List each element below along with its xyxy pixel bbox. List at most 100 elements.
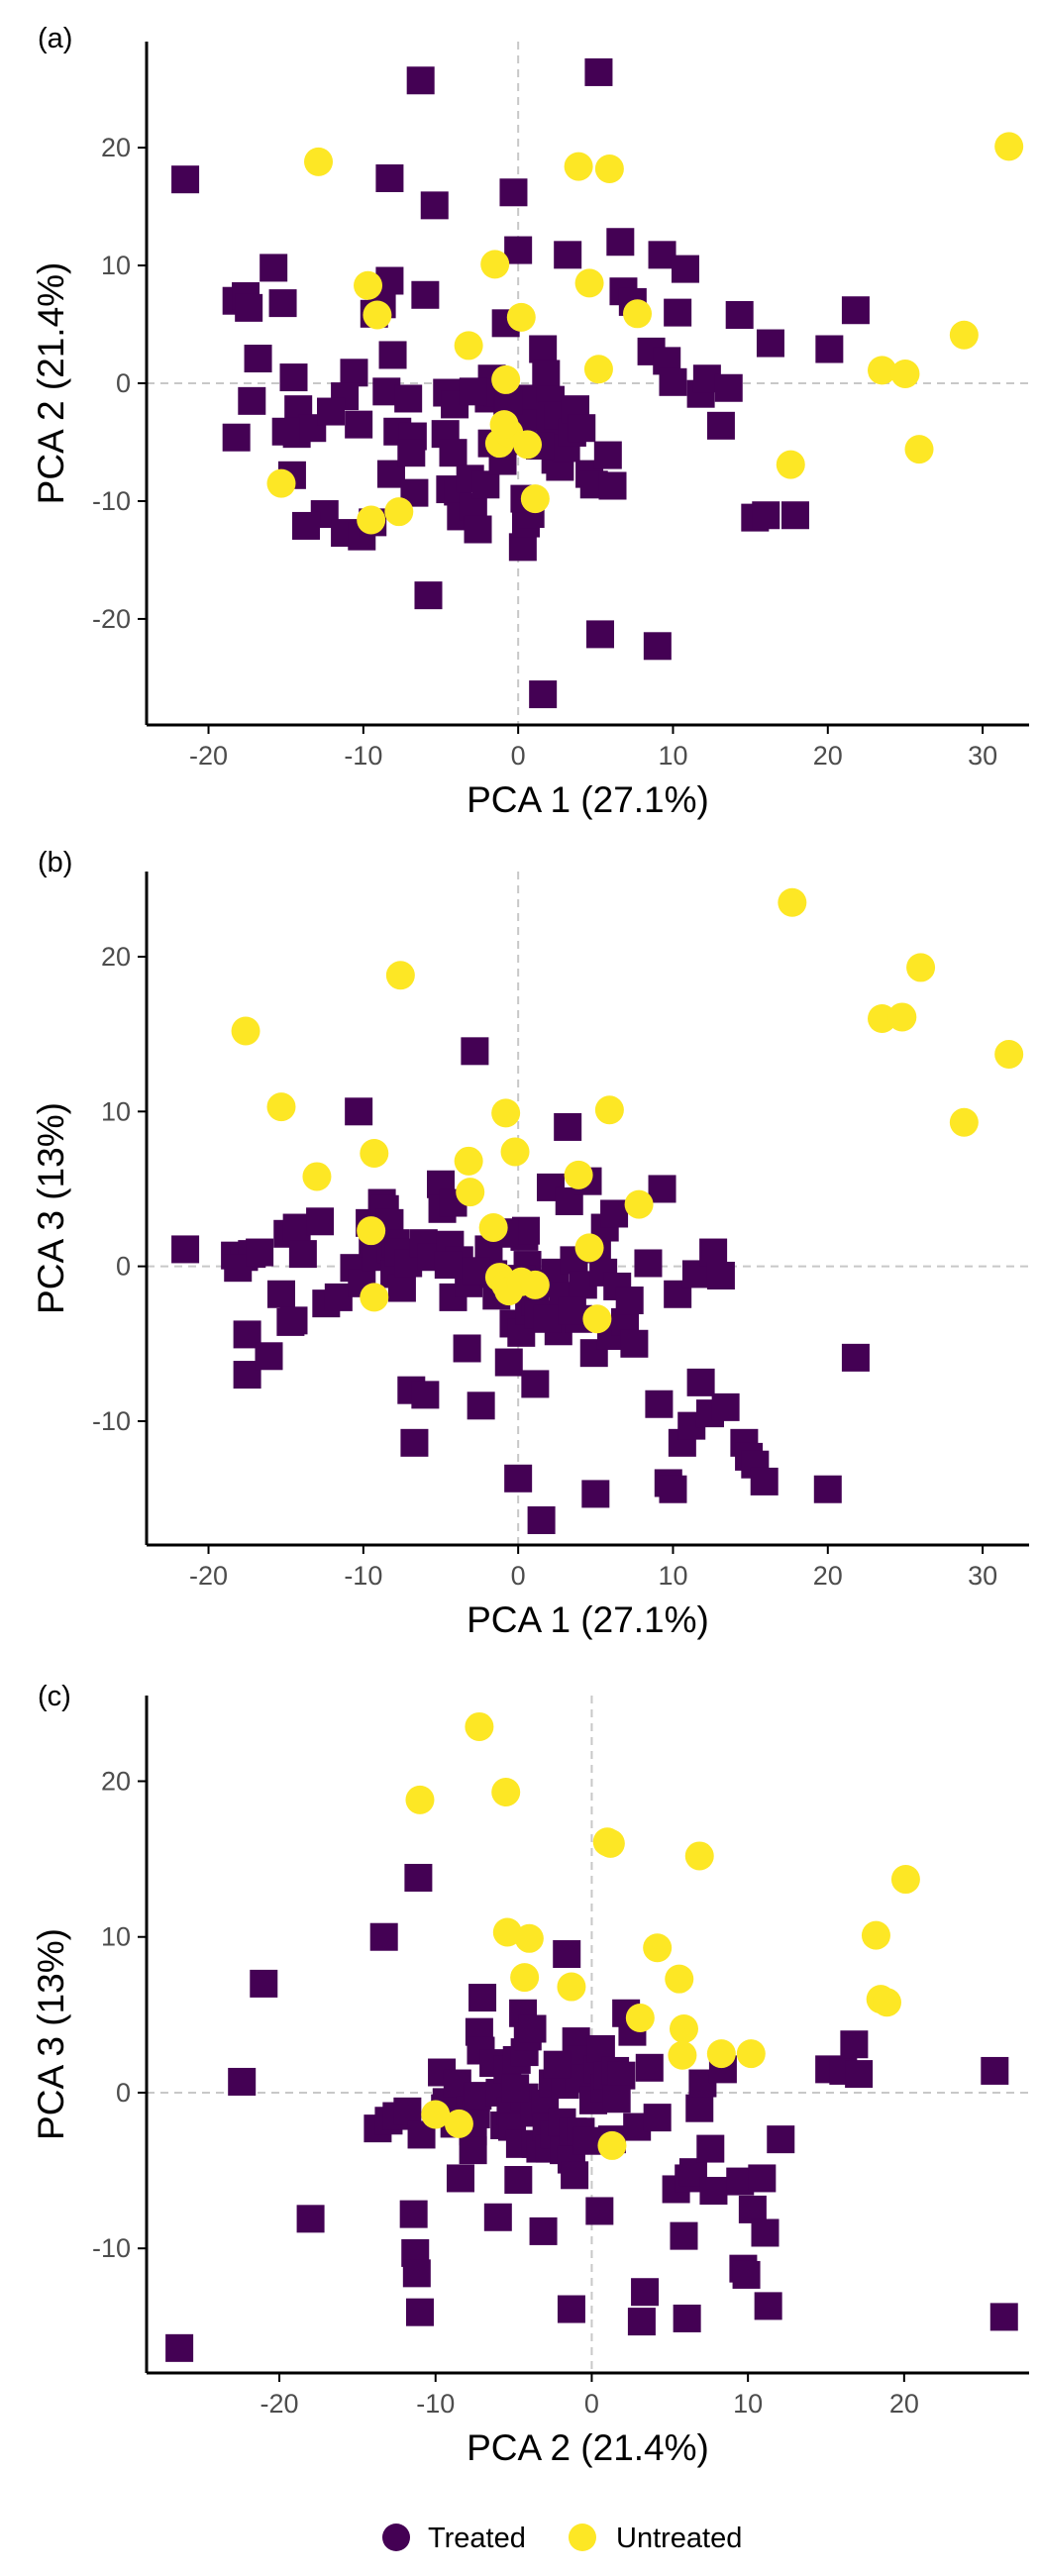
data-point-untreated xyxy=(444,2109,473,2138)
x-axis-title: PCA 1 (27.1%) xyxy=(467,779,709,820)
data-point-untreated xyxy=(266,468,296,498)
x-tick-label: 10 xyxy=(658,741,687,771)
panel-b: (b) -20 -10 0 10 20 30 -10 0 10 20 PCA 1 (27.1%) PCA… xyxy=(31,847,1029,1640)
data-point-treated xyxy=(393,2097,422,2125)
data-point-treated xyxy=(643,632,672,661)
y-tick-label: 0 xyxy=(116,2078,131,2108)
data-point-untreated xyxy=(465,1711,494,1741)
data-point-untreated xyxy=(491,1777,521,1806)
legend-marker-untreated xyxy=(569,2524,596,2551)
y-tick-label: -10 xyxy=(92,486,131,516)
data-point-treated xyxy=(268,289,297,318)
data-point-treated xyxy=(627,2308,656,2336)
data-point-treated xyxy=(439,439,468,467)
data-point-treated xyxy=(378,341,407,369)
data-point-treated xyxy=(586,620,615,649)
data-point-treated xyxy=(406,66,435,95)
data-point-treated xyxy=(499,178,528,207)
data-point-untreated xyxy=(454,331,483,361)
data-point-treated xyxy=(529,680,558,709)
data-point-untreated xyxy=(304,147,334,176)
data-point-treated xyxy=(504,1464,533,1493)
panel-c: (c) -20 -10 0 10 20 -10 0 10 20 PCA 2 (21.4%) PCA 3… xyxy=(31,1681,1029,2468)
data-point-treated xyxy=(750,1467,779,1495)
data-point-treated xyxy=(446,2164,474,2193)
data-point-treated xyxy=(752,501,780,530)
data-point-treated xyxy=(840,2030,869,2059)
data-point-treated xyxy=(228,2067,257,2096)
y-tick-label: 10 xyxy=(101,1096,131,1126)
data-point-untreated xyxy=(595,1828,625,1858)
data-point-treated xyxy=(568,414,596,443)
data-point-treated xyxy=(748,2164,777,2193)
data-point-treated xyxy=(600,1199,629,1228)
data-point-untreated xyxy=(384,497,414,527)
x-tick-label: -10 xyxy=(416,2389,455,2419)
data-point-treated xyxy=(494,1348,523,1377)
data-point-treated xyxy=(981,2056,1009,2085)
data-point-treated xyxy=(593,441,622,469)
data-point-treated xyxy=(751,2218,779,2247)
legend-label-treated: Treated xyxy=(428,2523,526,2554)
data-point-untreated xyxy=(776,450,805,479)
data-point-treated xyxy=(543,2050,571,2079)
x-tick-label: 0 xyxy=(584,2389,599,2419)
data-point-treated xyxy=(581,1480,610,1508)
series-treated xyxy=(165,1863,1018,2362)
data-point-untreated xyxy=(302,1162,332,1191)
y-axis-title: PCA 3 (13%) xyxy=(31,1928,71,2140)
y-tick-label: 20 xyxy=(101,133,131,162)
data-point-untreated xyxy=(557,1972,586,2002)
data-point-untreated xyxy=(491,1098,521,1128)
series-treated xyxy=(171,57,870,709)
data-point-treated xyxy=(317,397,346,426)
y-tick-label: -10 xyxy=(92,2233,131,2263)
data-point-treated xyxy=(266,1280,295,1308)
data-point-untreated xyxy=(706,2039,736,2069)
data-point-untreated xyxy=(360,1283,389,1312)
y-tick-label: 10 xyxy=(101,251,131,280)
data-point-untreated xyxy=(665,1964,694,1994)
data-point-untreated xyxy=(520,484,550,514)
x-tick-label: -20 xyxy=(189,741,228,771)
data-point-treated xyxy=(324,1283,353,1311)
data-point-treated xyxy=(222,423,251,452)
data-point-untreated xyxy=(405,1785,435,1814)
data-point-untreated xyxy=(994,132,1024,161)
data-point-treated xyxy=(369,1922,398,1951)
data-point-treated xyxy=(165,2333,194,2362)
data-point-untreated xyxy=(684,1841,714,1871)
data-point-untreated xyxy=(520,1270,550,1299)
data-point-untreated xyxy=(574,1233,604,1263)
panel-label-a: (a) xyxy=(38,23,72,54)
data-point-treated xyxy=(631,2278,660,2307)
data-point-treated xyxy=(673,2304,701,2332)
data-point-treated xyxy=(558,1296,586,1325)
data-point-untreated xyxy=(421,2100,451,2129)
data-point-treated xyxy=(255,1342,283,1371)
data-point-untreated xyxy=(668,2040,697,2070)
data-point-untreated xyxy=(489,410,519,440)
data-point-untreated xyxy=(510,1963,540,1993)
series-untreated xyxy=(405,1711,920,2160)
data-point-treated xyxy=(643,2104,672,2132)
data-point-treated xyxy=(532,360,561,388)
data-point-treated xyxy=(815,335,844,363)
data-point-treated xyxy=(468,1984,497,2012)
data-point-untreated xyxy=(872,1988,901,2017)
y-tick-label: 0 xyxy=(116,1252,131,1282)
data-point-untreated xyxy=(582,1304,612,1334)
data-point-treated xyxy=(464,515,492,544)
x-tick-label: 30 xyxy=(968,1561,997,1591)
data-point-treated xyxy=(244,345,272,373)
data-point-treated xyxy=(685,2094,714,2122)
data-point-treated xyxy=(279,1306,308,1335)
data-point-treated xyxy=(841,296,870,325)
data-point-treated xyxy=(706,1262,735,1289)
data-point-untreated xyxy=(456,1178,485,1207)
data-point-untreated xyxy=(354,270,383,300)
data-point-untreated xyxy=(564,1160,593,1189)
y-axis-title: PCA 2 (21.4%) xyxy=(31,262,71,505)
data-point-treated xyxy=(461,1037,489,1066)
